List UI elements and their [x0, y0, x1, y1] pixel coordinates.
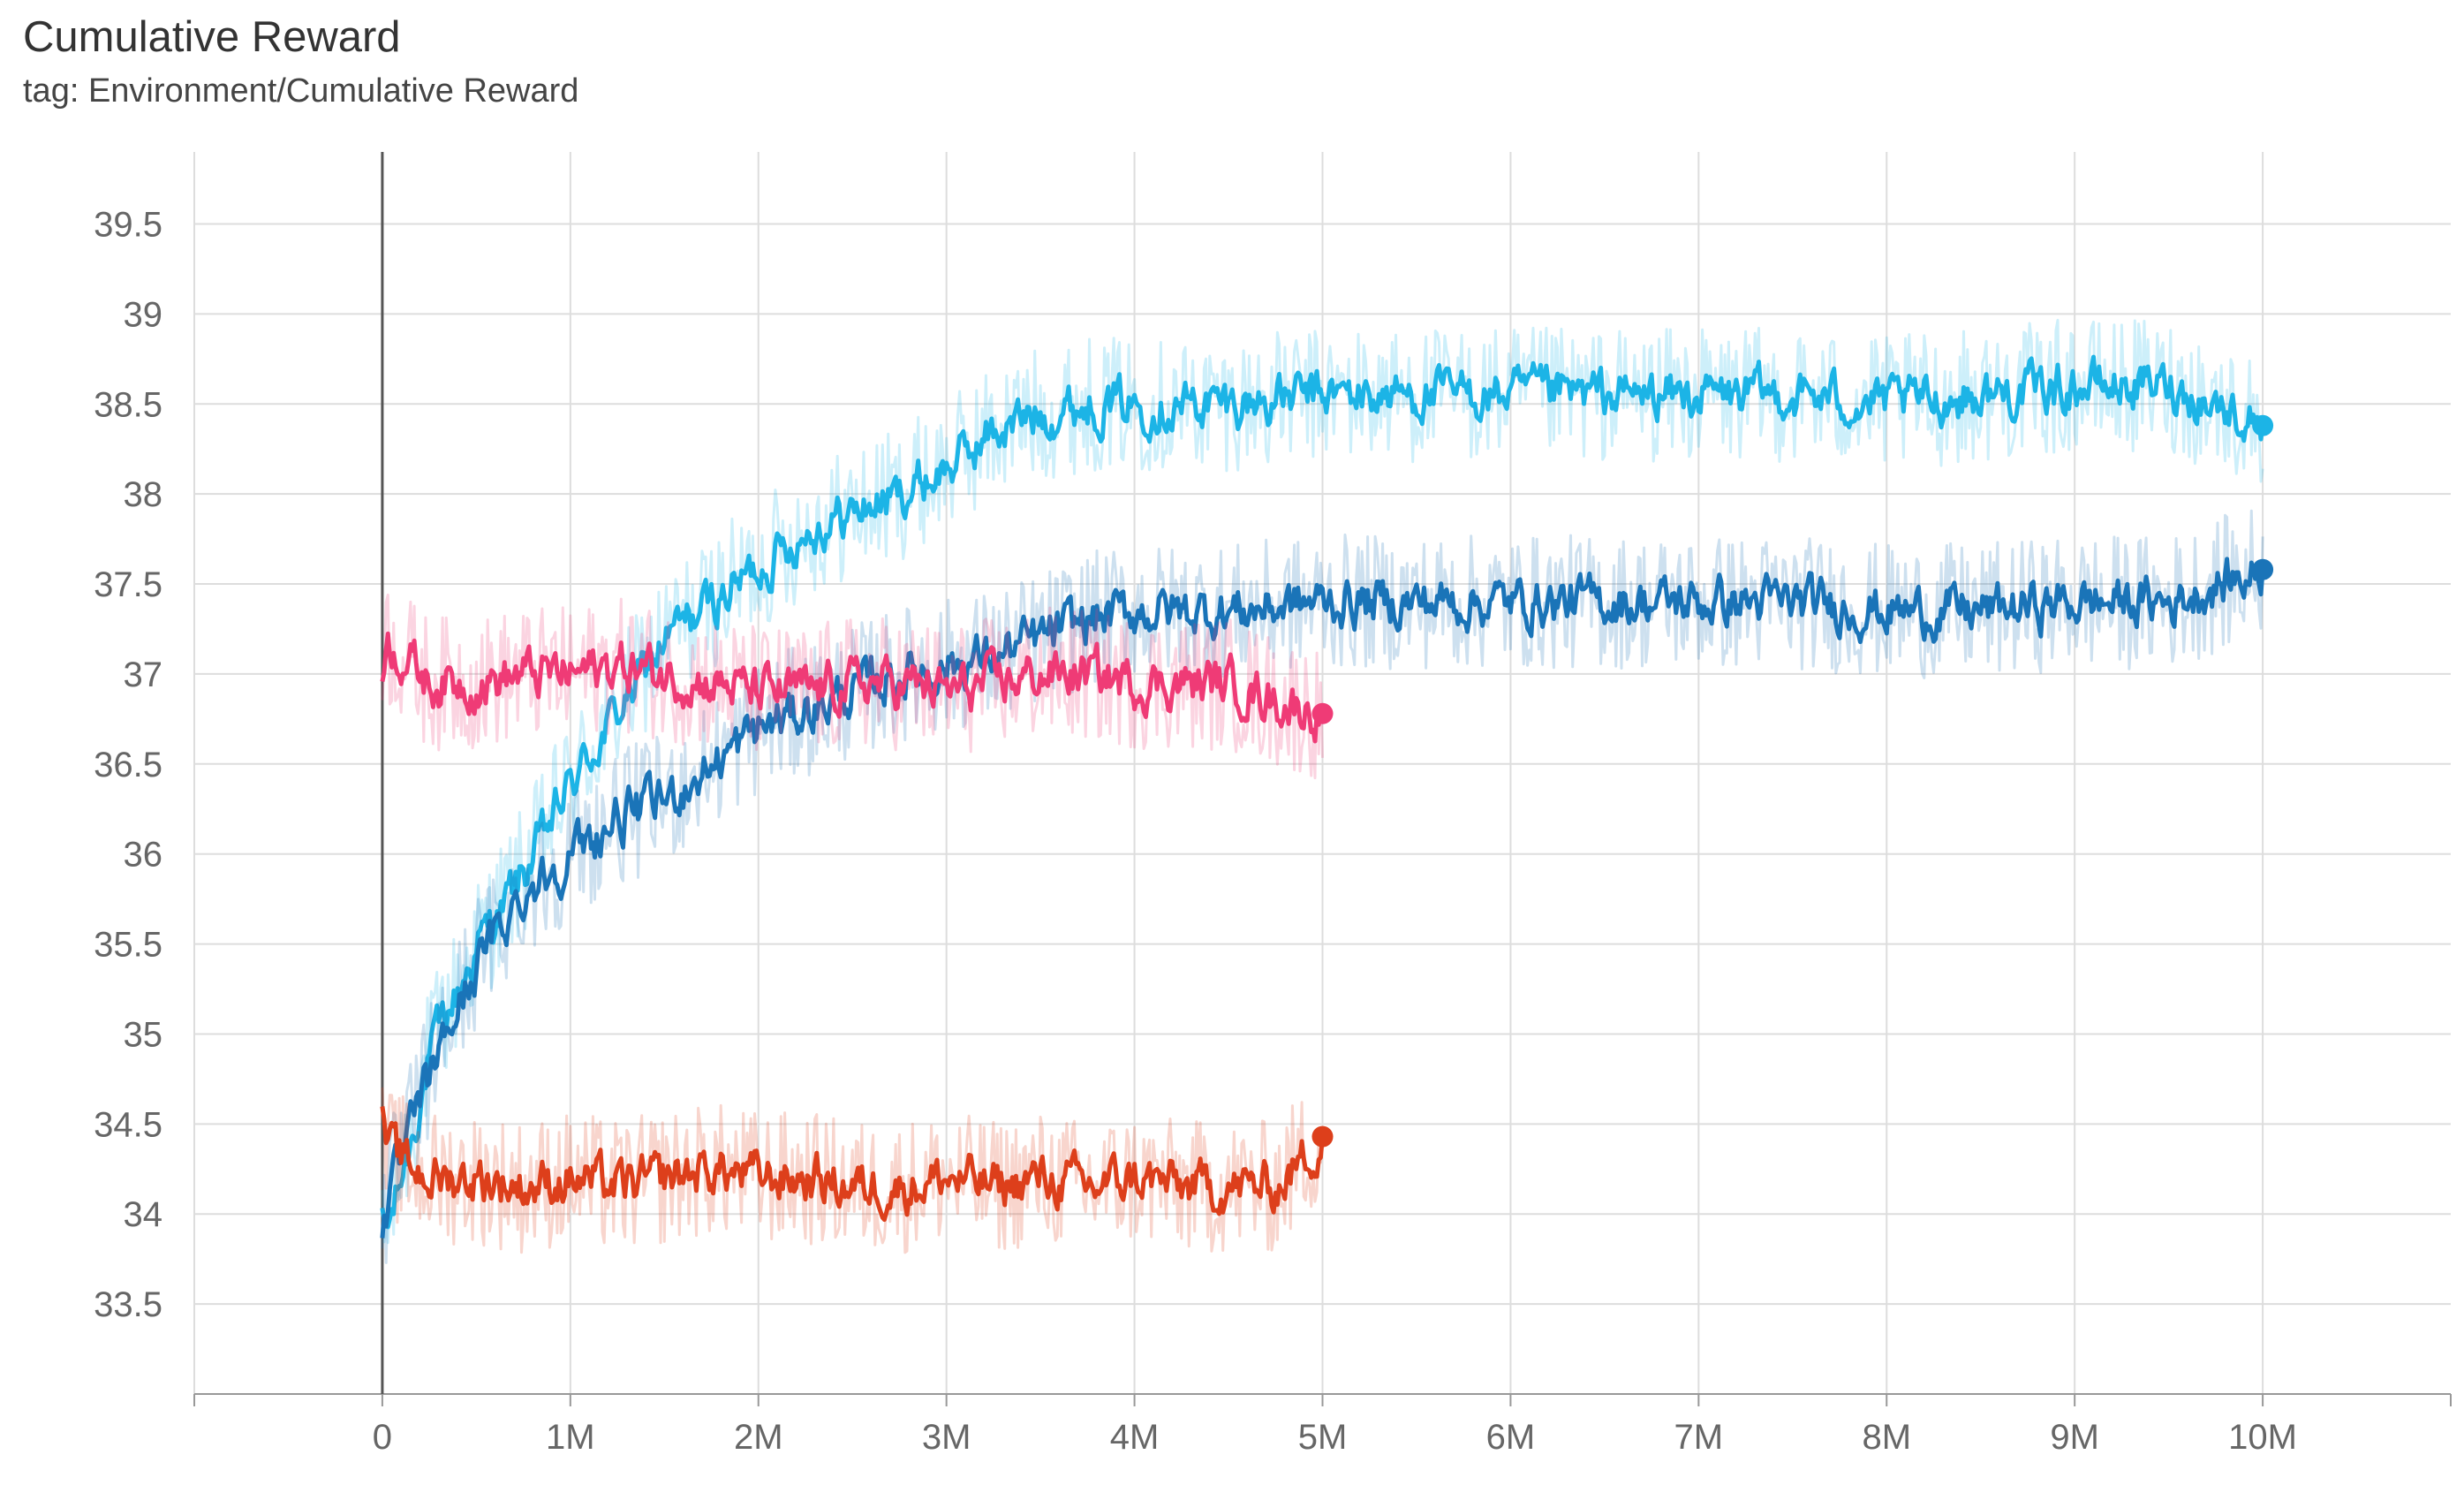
x-tick-label: 1M [546, 1418, 595, 1457]
series-end-point[interactable] [1311, 702, 1334, 724]
chart-title: Cumulative Reward [23, 13, 401, 61]
axis-layer [193, 152, 2452, 1406]
series-raw-line [381, 1087, 1324, 1254]
series-run-orange-red[interactable] [380, 1087, 1334, 1254]
series-run-pink[interactable] [380, 593, 1334, 780]
series-run-light-blue[interactable] [380, 318, 2274, 1245]
y-tick-label: 35 [124, 1015, 163, 1054]
y-tick-label: 38.5 [94, 385, 163, 424]
y-tick-label: 36.5 [94, 746, 163, 784]
x-tick-label: 8M [1862, 1418, 1911, 1457]
y-tick-label: 39.5 [94, 206, 163, 245]
x-tick-label: 9M [2050, 1418, 2099, 1457]
x-tick-label: 10M [2228, 1418, 2297, 1457]
series-end-point[interactable] [2252, 414, 2274, 436]
x-tick-label: 4M [1110, 1418, 1160, 1457]
series-smoothed-line[interactable] [380, 354, 2265, 1230]
y-tick-label: 33.5 [94, 1285, 163, 1324]
y-tick-label: 34 [124, 1195, 163, 1234]
grid-layer [193, 152, 2451, 1394]
x-tick-label: 3M [922, 1418, 971, 1457]
x-tick-label: 5M [1298, 1418, 1348, 1457]
y-tick-label: 38 [124, 475, 163, 514]
series-run-dark-blue[interactable] [380, 509, 2274, 1264]
x-tick-label: 7M [1674, 1418, 1724, 1457]
series-layer [380, 318, 2274, 1264]
chart-subtitle: tag: Environment/Cumulative Reward [23, 72, 579, 110]
series-smoothed-line[interactable] [380, 1106, 1325, 1223]
y-tick-label: 36 [124, 836, 163, 875]
y-tick-label: 37 [124, 655, 163, 694]
x-tick-label: 2M [734, 1418, 783, 1457]
y-tick-label: 39 [124, 295, 163, 334]
series-raw-line [381, 318, 2264, 1245]
series-smoothed-line[interactable] [380, 631, 1325, 744]
series-end-point[interactable] [1311, 1125, 1334, 1148]
y-tick-label: 34.5 [94, 1105, 163, 1144]
y-tick-label: 37.5 [94, 565, 163, 604]
x-tick-label: 6M [1486, 1418, 1536, 1457]
series-smoothed-line[interactable] [380, 557, 2265, 1239]
tick-label-layer: 0 1M 2M 3M 4M 5M 6M 7M 8M 9M 10M 33.5 34 34.5 35 35.5 36… [94, 206, 2297, 1457]
y-tick-label: 35.5 [94, 926, 163, 965]
x-tick-label: 0 [373, 1418, 392, 1457]
series-end-point[interactable] [2252, 558, 2274, 580]
